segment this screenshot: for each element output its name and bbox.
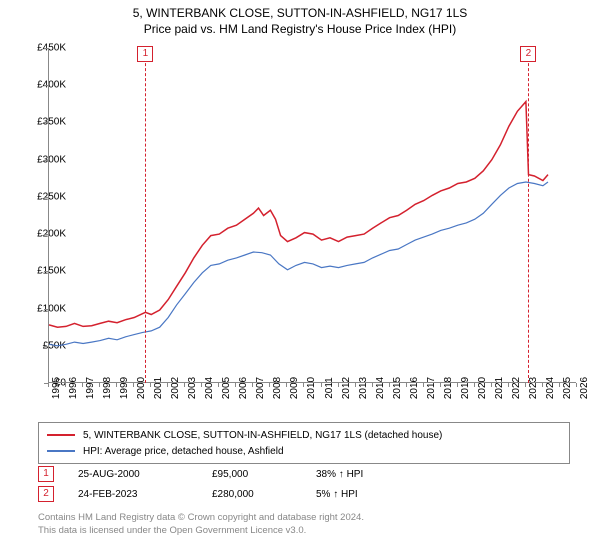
transaction-pct: 38% ↑ HPI [316,469,416,480]
transaction-pct: 5% ↑ HPI [316,489,416,500]
series-line [49,102,548,328]
transaction-row: 1 25-AUG-2000 £95,000 38% ↑ HPI [38,464,416,484]
chart-container: 5, WINTERBANK CLOSE, SUTTON-IN-ASHFIELD,… [0,0,600,560]
transaction-marker-badge: 1 [137,46,153,62]
footer-text: Contains HM Land Registry data © Crown c… [38,512,364,538]
transaction-badge: 1 [38,466,54,482]
line-chart-svg [49,48,577,383]
series-line [49,182,548,346]
plot-area: 12 [48,48,576,383]
footer-line-1: Contains HM Land Registry data © Crown c… [38,512,364,525]
transaction-price: £280,000 [212,489,292,500]
legend-row: HPI: Average price, detached house, Ashf… [47,443,561,459]
legend-swatch [47,434,75,436]
legend-swatch [47,450,75,452]
transaction-marker-line [528,48,529,383]
transaction-date: 24-FEB-2023 [78,489,188,500]
x-tick-label: 2026 [579,377,590,399]
transactions-table: 1 25-AUG-2000 £95,000 38% ↑ HPI 2 24-FEB-2023… [38,464,416,504]
transaction-price: £95,000 [212,469,292,480]
transaction-marker-line [145,48,146,383]
chart-subtitle: Price paid vs. HM Land Registry's House … [0,22,600,36]
transaction-marker-badge: 2 [520,46,536,62]
chart-title: 5, WINTERBANK CLOSE, SUTTON-IN-ASHFIELD,… [0,6,600,20]
legend: 5, WINTERBANK CLOSE, SUTTON-IN-ASHFIELD,… [38,422,570,464]
footer-line-2: This data is licensed under the Open Gov… [38,525,364,538]
transaction-badge: 2 [38,486,54,502]
title-block: 5, WINTERBANK CLOSE, SUTTON-IN-ASHFIELD,… [0,0,600,36]
legend-row: 5, WINTERBANK CLOSE, SUTTON-IN-ASHFIELD,… [47,427,561,443]
legend-label: HPI: Average price, detached house, Ashf… [83,446,284,457]
legend-label: 5, WINTERBANK CLOSE, SUTTON-IN-ASHFIELD,… [83,430,442,441]
transaction-date: 25-AUG-2000 [78,469,188,480]
transaction-row: 2 24-FEB-2023 £280,000 5% ↑ HPI [38,484,416,504]
